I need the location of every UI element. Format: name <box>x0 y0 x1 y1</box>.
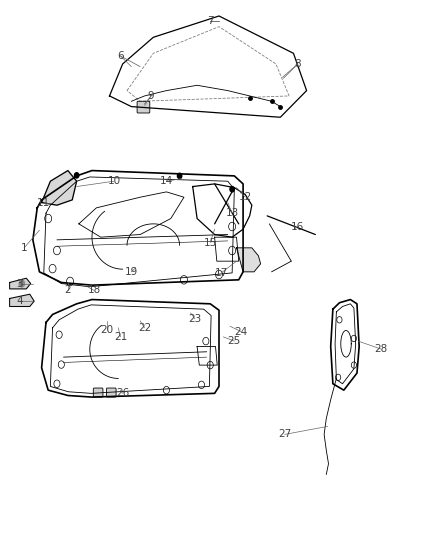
Circle shape <box>19 280 25 287</box>
Polygon shape <box>10 278 31 289</box>
Text: 8: 8 <box>294 59 301 69</box>
Text: 21: 21 <box>114 332 127 342</box>
Text: 15: 15 <box>204 238 217 247</box>
Text: 13: 13 <box>226 208 239 218</box>
Text: 18: 18 <box>88 286 101 295</box>
Text: 12: 12 <box>239 192 252 202</box>
Text: 2: 2 <box>64 286 71 295</box>
Text: 4: 4 <box>16 296 23 306</box>
Text: 17: 17 <box>215 268 228 278</box>
Text: 1: 1 <box>21 243 28 253</box>
Text: 26: 26 <box>116 389 129 398</box>
Polygon shape <box>10 294 34 306</box>
Text: 6: 6 <box>117 51 124 61</box>
Polygon shape <box>237 248 261 272</box>
Text: 16: 16 <box>291 222 304 231</box>
Text: 27: 27 <box>278 430 291 439</box>
Text: 24: 24 <box>234 327 247 336</box>
Text: 19: 19 <box>125 267 138 277</box>
Text: 23: 23 <box>188 314 201 324</box>
Text: 3: 3 <box>16 279 23 288</box>
Text: 25: 25 <box>228 336 241 346</box>
Text: 11: 11 <box>37 198 50 207</box>
Text: 9: 9 <box>148 91 155 101</box>
FancyBboxPatch shape <box>106 388 116 397</box>
Text: 20: 20 <box>101 326 114 335</box>
Text: 7: 7 <box>207 17 214 26</box>
Polygon shape <box>42 171 77 205</box>
Text: 22: 22 <box>138 323 151 333</box>
Text: 28: 28 <box>374 344 388 354</box>
Circle shape <box>74 173 79 178</box>
FancyBboxPatch shape <box>93 388 103 397</box>
Circle shape <box>177 173 182 179</box>
FancyBboxPatch shape <box>137 101 150 113</box>
Text: 10: 10 <box>107 176 120 186</box>
Text: 14: 14 <box>160 176 173 186</box>
Circle shape <box>230 187 234 192</box>
